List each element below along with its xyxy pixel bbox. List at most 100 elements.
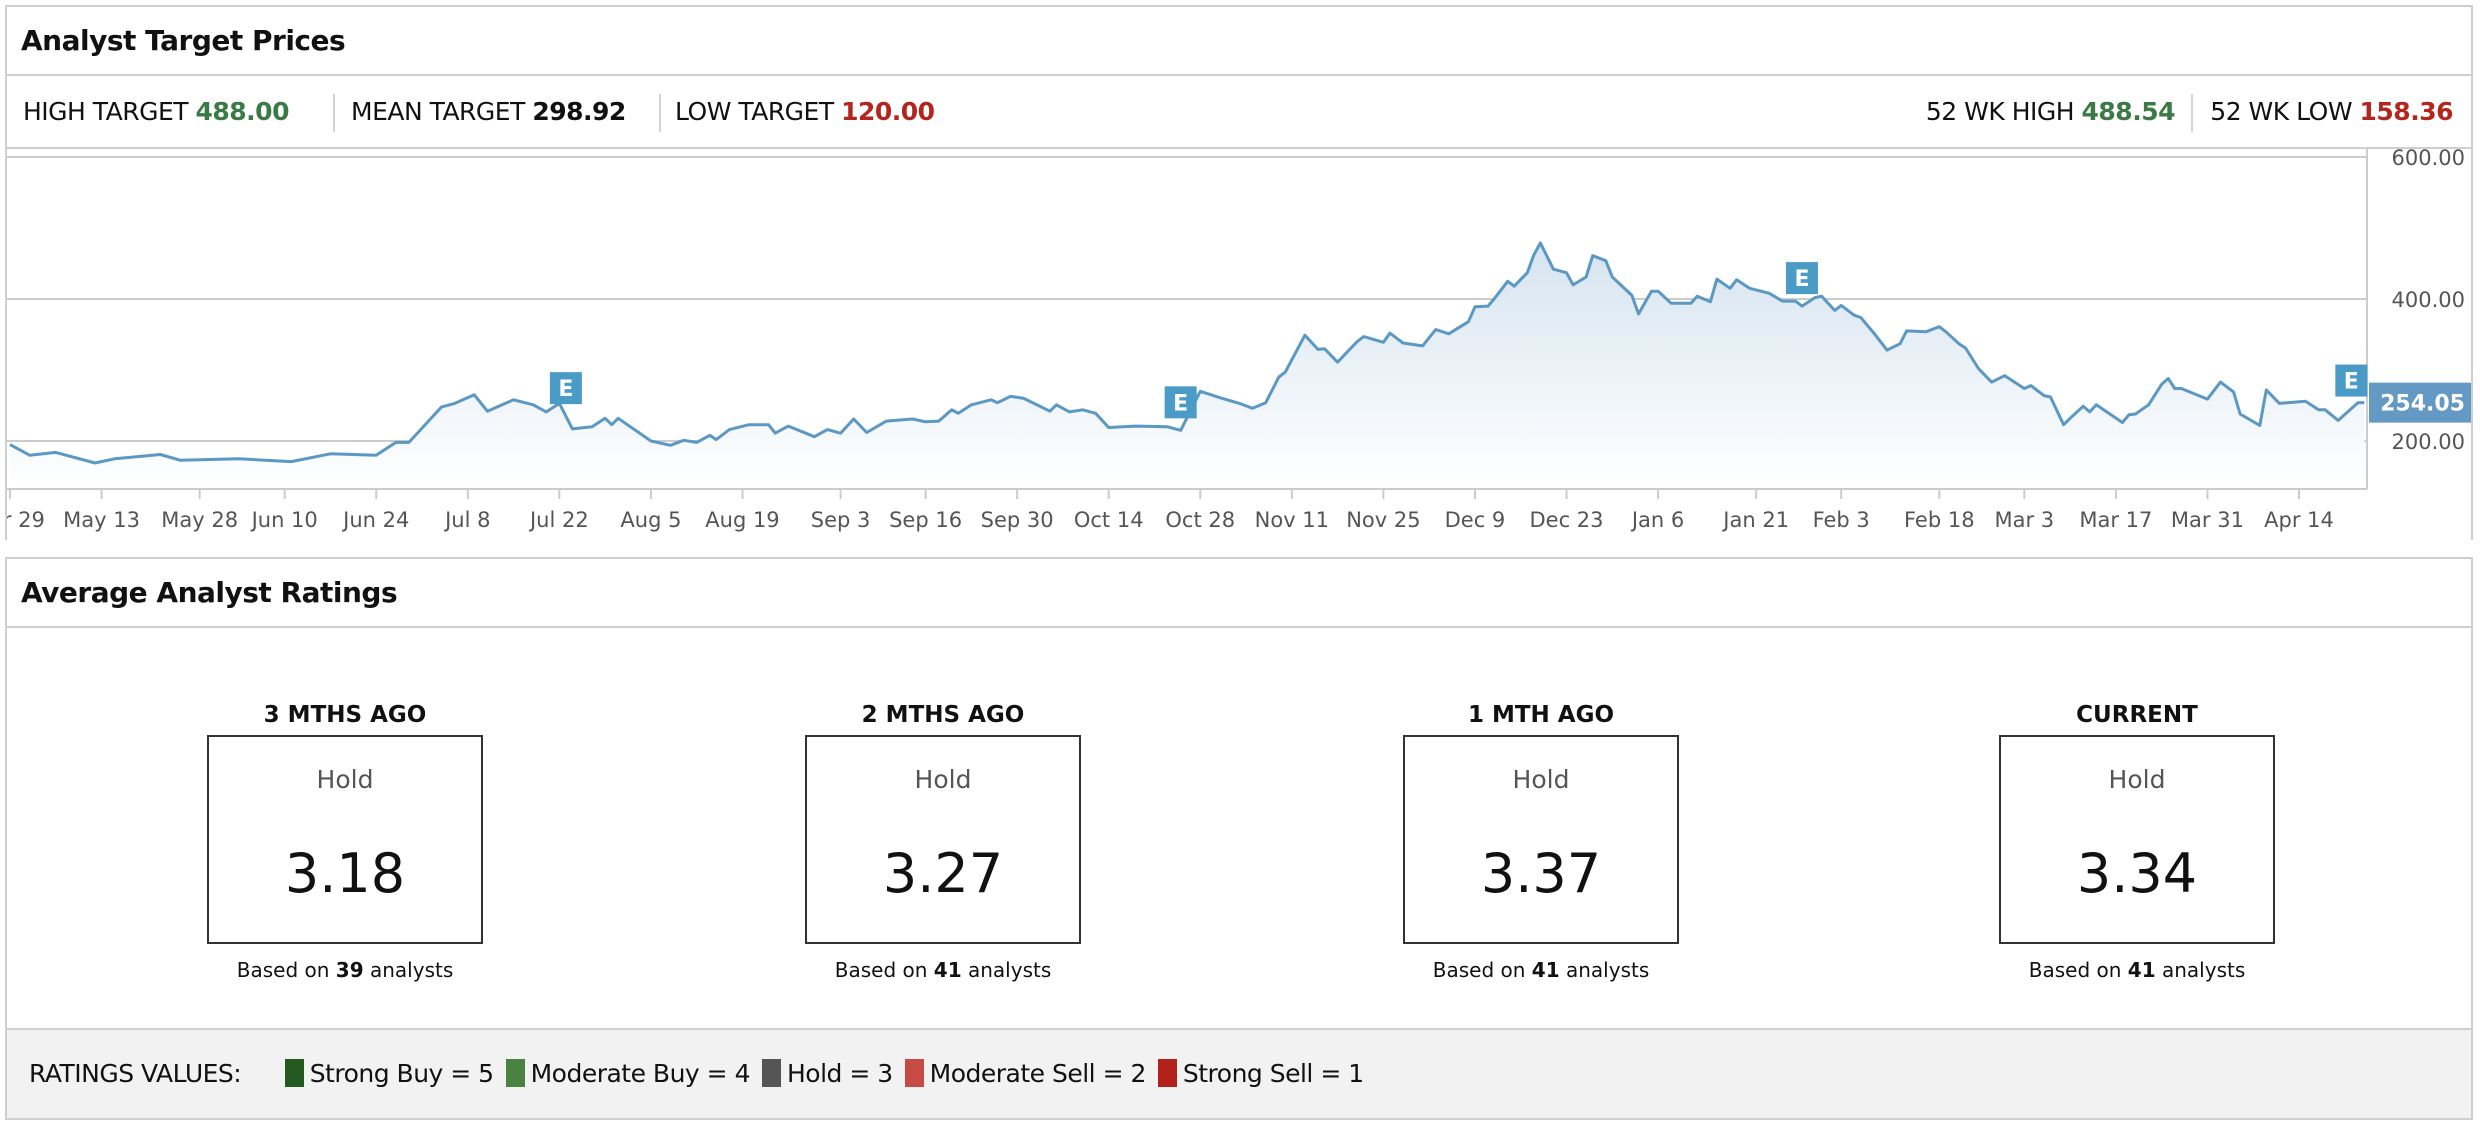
average-analyst-ratings-panel: Average Analyst Ratings 3 MTHS AGO Hold … (5, 557, 2473, 1120)
panel-title: Average Analyst Ratings (7, 559, 2471, 628)
legend-title: RATINGS VALUES: (29, 1059, 242, 1088)
x-tick-label: Sep 16 (889, 508, 962, 532)
earnings-marker[interactable]: E (2335, 364, 2368, 397)
x-tick-label: Oct 14 (1074, 508, 1144, 532)
price-chart[interactable]: Apr 29 May 13 May 28 Jun 10 Jun 24 Jul 8 Jul 2… (7, 148, 2471, 542)
52wk-high-value: 488.54 (2081, 97, 2176, 126)
rating-column: CURRENT Hold 3.34 Based on 41 analysts (1999, 695, 2275, 982)
y-tick-label: 600.00 (2392, 148, 2465, 170)
high-target-label: HIGH TARGET (23, 97, 189, 126)
x-tick-label: Mar 3 (1994, 508, 2054, 532)
52wk-low-value: 158.36 (2359, 97, 2454, 126)
price-area-fill (10, 242, 2365, 489)
rating-period: 3 MTHS AGO (263, 702, 427, 728)
x-tick-label: Jun 24 (341, 508, 409, 532)
last-price-badge (2369, 382, 2471, 423)
legend-label: Hold = 3 (786, 1059, 893, 1088)
x-tick-label: Mar 17 (2079, 508, 2152, 532)
mean-target-label: MEAN TARGET (351, 97, 525, 126)
x-tick-label: Mar 31 (2171, 508, 2244, 532)
low-target-value: 120.00 (841, 97, 935, 126)
legend-item: Strong Sell = 1 (1157, 1030, 1364, 1118)
panel-title: Analyst Target Prices (7, 7, 2471, 76)
x-tick-label: May 13 (63, 508, 140, 532)
rating-column: 1 MTH AGO Hold 3.37 Based on 41 analysts (1403, 695, 1679, 982)
based-prefix: Based on (1432, 958, 1526, 982)
rating-score: 3.34 (2076, 842, 2198, 905)
analyst-target-prices-panel: Analyst Target Prices HIGH TARGET 488.00… (5, 5, 2473, 540)
earnings-marker[interactable]: E (549, 372, 582, 405)
earnings-marker-label: E (2344, 370, 2359, 395)
legend-swatch (505, 1059, 525, 1087)
analyst-count: Based on 39 analysts (207, 958, 483, 982)
rating-box: Hold 3.34 (1999, 735, 2275, 944)
earnings-marker[interactable]: E (1164, 386, 1197, 419)
earnings-marker-box (1164, 386, 1197, 419)
analyst-count: Based on 41 analysts (805, 958, 1081, 982)
rating-column: 3 MTHS AGO Hold 3.18 Based on 39 analyst… (207, 695, 483, 982)
earnings-marker-label: E (1794, 267, 1809, 292)
based-prefix: Based on (236, 958, 330, 982)
based-prefix: Based on (834, 958, 928, 982)
rating-period: 2 MTHS AGO (861, 702, 1025, 728)
legend-swatch (761, 1059, 781, 1087)
rating-score: 3.18 (284, 842, 406, 905)
analyst-count-value: 41 (2127, 958, 2156, 982)
analyst-count-value: 41 (1531, 958, 1560, 982)
mean-target: MEAN TARGET 298.92 (351, 76, 626, 147)
rating-label: Hold (2108, 765, 2166, 794)
x-tick-label: Jul 22 (528, 508, 589, 532)
rating-label: Hold (914, 765, 972, 794)
legend-label: Strong Buy = 5 (309, 1059, 494, 1088)
divider (659, 94, 661, 132)
earnings-marker-box (1785, 262, 1818, 295)
rating-box: Hold 3.27 (805, 735, 1081, 944)
rating-period: 1 MTH AGO (1467, 702, 1615, 728)
x-tick-label: Dec 23 (1529, 508, 1603, 532)
low-target-label: LOW TARGET (675, 97, 834, 126)
52wk-low-label: 52 WK LOW (2210, 97, 2353, 126)
52wk-low: 52 WK LOW 158.36 (2210, 76, 2453, 147)
based-suffix: analysts (967, 958, 1052, 982)
based-prefix: Based on (2028, 958, 2122, 982)
x-tick-label: Jan 6 (1630, 508, 1684, 532)
ratings-legend: RATINGS VALUES: Strong Buy = 5 Moderate B… (7, 1028, 2471, 1118)
divider (2191, 94, 2193, 132)
x-tick-label: Feb 3 (1813, 508, 1870, 532)
rating-box: Hold 3.18 (207, 735, 483, 944)
based-suffix: analysts (2161, 958, 2246, 982)
target-stats-row: HIGH TARGET 488.00 MEAN TARGET 298.92 LO… (7, 76, 2471, 149)
earnings-marker[interactable]: E (1785, 262, 1818, 295)
x-tick-label: Nov 11 (1255, 508, 1329, 532)
rating-score: 3.37 (1480, 842, 1602, 905)
mean-target-value: 298.92 (532, 97, 626, 126)
x-tick-label: Apr 14 (2264, 508, 2334, 532)
x-tick-label: Feb 18 (1904, 508, 1975, 532)
analyst-count-value: 39 (335, 958, 364, 982)
x-tick-label: Oct 28 (1165, 508, 1235, 532)
x-tick-label: Apr 29 (7, 508, 45, 532)
low-target: LOW TARGET 120.00 (675, 76, 935, 147)
legend-label: Moderate Sell = 2 (929, 1059, 1147, 1088)
legend-swatch (284, 1059, 304, 1087)
earnings-marker-box (2335, 364, 2368, 397)
divider (333, 94, 335, 132)
analyst-count-value: 41 (933, 958, 962, 982)
x-tick-label: Jun 10 (250, 508, 318, 532)
rating-score: 3.27 (882, 842, 1004, 905)
analyst-count: Based on 41 analysts (1403, 958, 1679, 982)
rating-label: Hold (316, 765, 374, 794)
high-target-value: 488.00 (195, 97, 290, 126)
based-suffix: analysts (1565, 958, 1650, 982)
legend-item: Moderate Sell = 2 (904, 1030, 1147, 1118)
rating-box: Hold 3.37 (1403, 735, 1679, 944)
52wk-high: 52 WK HIGH 488.54 (1926, 76, 2176, 147)
legend-swatch (1157, 1059, 1177, 1087)
x-tick-label: Sep 30 (981, 508, 1054, 532)
rating-column: 2 MTHS AGO Hold 3.27 Based on 41 analyst… (805, 695, 1081, 982)
earnings-marker-label: E (558, 377, 573, 402)
y-tick-label: 200.00 (2392, 430, 2465, 454)
earnings-marker-box (549, 372, 582, 405)
legend-label: Moderate Buy = 4 (530, 1059, 751, 1088)
legend-item: Strong Buy = 5 (284, 1030, 494, 1118)
